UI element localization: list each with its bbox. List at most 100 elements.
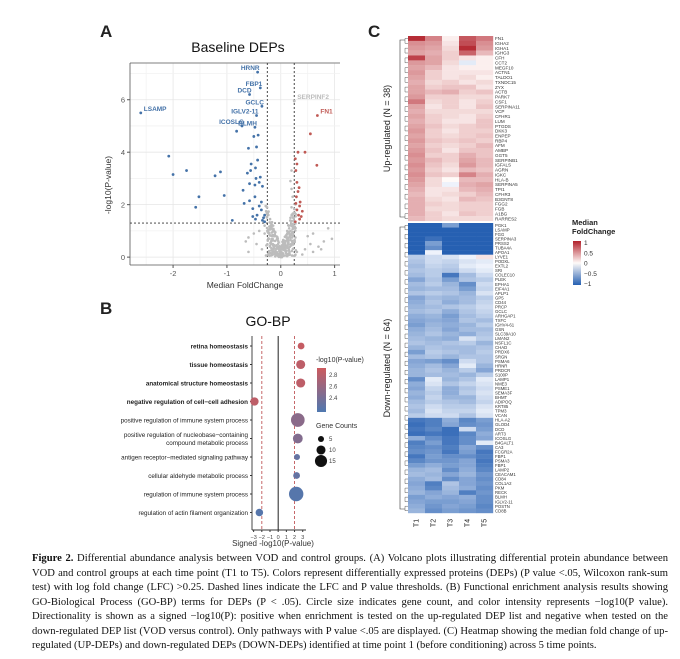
dendrogram-branch [404, 388, 408, 394]
point-not-significant [301, 253, 304, 256]
heatmap-cell [425, 74, 443, 81]
heatmap-cell [442, 331, 460, 337]
heatmap-cell [425, 123, 443, 129]
heatmap-cell [476, 300, 494, 305]
labeled-point [258, 86, 262, 90]
term-bubble [255, 508, 264, 517]
point-not-significant [267, 249, 271, 253]
heatmap-cell [459, 263, 477, 269]
heatmap-cell [425, 445, 443, 450]
gene-label: GCLC [246, 99, 265, 106]
row-label-down: PSMA3 [495, 458, 510, 463]
heatmap-cell [425, 467, 443, 473]
point-not-significant [283, 249, 287, 252]
dendrogram-branch [404, 174, 408, 180]
point-not-significant [278, 249, 282, 253]
heatmap-cell [442, 431, 460, 437]
heatmap-cell [425, 186, 443, 192]
x-tick-label: -1 [224, 269, 231, 278]
heatmap-cell [425, 99, 443, 105]
row-label-down: FBP1 [495, 454, 506, 459]
heatmap-cell [425, 309, 443, 314]
heatmap-cell [459, 445, 477, 450]
dendrogram-branch [404, 379, 408, 385]
dendrogram-branch [404, 234, 408, 240]
heatmap-cell [425, 196, 443, 202]
row-label-down: TPM3 [495, 409, 507, 414]
heatmap-cell [459, 286, 477, 292]
heatmap-cell [459, 232, 477, 237]
group-label: Down-regulated (N = 64) [382, 319, 392, 418]
heatmap-cell [459, 250, 477, 255]
heatmap-cell [425, 216, 443, 222]
dendrogram-branch [404, 38, 408, 44]
heatmap-cell [408, 449, 426, 455]
heatmap-cell [442, 191, 460, 197]
heatmap-cell [425, 413, 443, 419]
heatmap-cell [459, 345, 477, 351]
heatmap-cell [459, 89, 477, 95]
point-not-significant [278, 251, 281, 255]
heatmap-cell [425, 70, 443, 76]
row-label-down: APOA1 [495, 250, 510, 255]
heatmap-cell [442, 499, 460, 505]
row-label-down: EXTL2 [495, 264, 509, 269]
heatmap-cell [476, 422, 494, 428]
heatmap-cell [425, 79, 443, 85]
point-down [261, 219, 264, 222]
heatmap-cell [459, 413, 477, 419]
heatmap-cell [442, 309, 460, 314]
point-not-significant [322, 240, 326, 243]
heatmap-cell [476, 263, 494, 269]
heatmap-cell [425, 372, 443, 378]
heatmap-cell [476, 399, 494, 405]
heatmap-cell [408, 426, 426, 432]
point-down [253, 195, 257, 199]
point-down [230, 219, 234, 222]
x-tick-label: 2 [293, 535, 296, 541]
point-not-significant [290, 205, 293, 209]
row-label-up: MEGF10 [495, 65, 514, 70]
row-label-down: LAMP1 [495, 377, 510, 382]
heatmap-cell [425, 65, 443, 71]
heatmap-cell [442, 377, 460, 382]
heatmap-cell [425, 481, 443, 487]
point-not-significant [266, 229, 269, 233]
row-label-down: SLC39A10 [495, 332, 516, 337]
heatmap-cell [425, 89, 443, 95]
heatmap-cell [425, 395, 443, 400]
point-not-significant [317, 245, 320, 248]
point-down [252, 135, 256, 138]
heatmap-cell [459, 162, 477, 168]
heatmap-cell [459, 157, 477, 163]
heatmap-cell [476, 440, 494, 446]
heatmap-cell [408, 272, 426, 278]
heatmap-cell [459, 268, 477, 274]
heatmap-cell [476, 227, 494, 233]
heatmap-cell [459, 186, 477, 192]
dendrogram-branch [404, 506, 408, 511]
heatmap-cell [459, 481, 477, 487]
heatmap-cell [459, 499, 477, 505]
heatmap-cell [476, 318, 494, 323]
row-label-up: CFH [495, 56, 504, 61]
row-label-down: LAMP2 [495, 468, 510, 473]
dendrogram-branch [404, 243, 408, 249]
heatmap-cell [476, 84, 494, 90]
point-not-significant [257, 229, 261, 233]
x-tick-label: 1 [285, 535, 288, 541]
heatmap-cell [442, 138, 460, 144]
heatmap-cell [459, 358, 477, 364]
heatmap-cell [408, 313, 426, 319]
heatmap-cell [459, 123, 477, 129]
heatmap-cell [442, 143, 460, 149]
point-down [213, 174, 217, 178]
row-label-up: CFHR1 [495, 114, 511, 119]
heatmap-cell [459, 390, 477, 396]
point-down [167, 154, 171, 158]
row-label-down: GSN [495, 327, 504, 332]
dendrogram-branch [404, 184, 408, 190]
row-label-up: RARRES2 [495, 216, 517, 221]
y-tick-label: 6 [121, 96, 125, 105]
term-bubble [296, 359, 306, 370]
